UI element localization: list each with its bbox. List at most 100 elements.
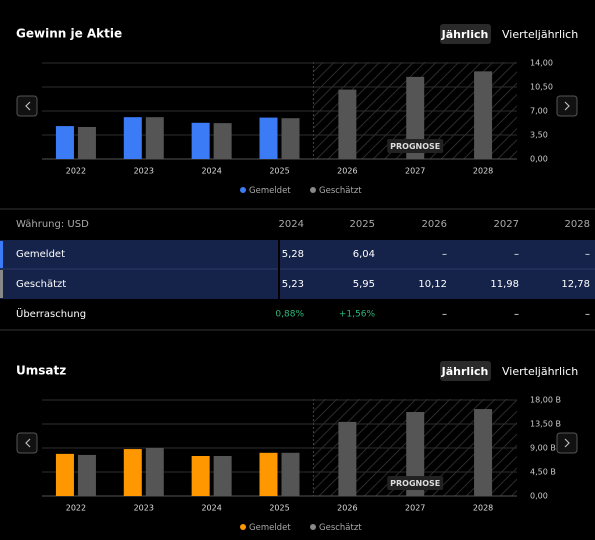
cell: 12,78 xyxy=(561,279,590,290)
cell: 0,88% xyxy=(275,310,304,320)
bar xyxy=(191,456,210,496)
y-tick-label: 7,00 xyxy=(530,107,548,116)
nav-button[interactable] xyxy=(556,432,578,454)
tab[interactable]: Jährlich xyxy=(441,365,489,378)
bar xyxy=(406,76,425,159)
cell: – xyxy=(585,309,590,320)
legend-label: Geschätzt xyxy=(319,186,362,196)
x-tick-label: 2022 xyxy=(66,167,86,176)
bar xyxy=(338,421,357,496)
bar xyxy=(259,452,278,496)
tab-active[interactable] xyxy=(440,361,491,381)
column-header: 2027 xyxy=(494,219,519,230)
x-tick-label: 2024 xyxy=(201,167,221,176)
legend-dot xyxy=(310,524,316,530)
y-tick-label: 9,00 B xyxy=(530,444,556,453)
cell: 5,28 xyxy=(282,249,304,260)
nav-arrow xyxy=(564,438,570,448)
y-tick-label: 14,00 xyxy=(530,59,553,68)
cell: – xyxy=(442,249,447,260)
cell: 11,98 xyxy=(490,279,519,290)
x-tick-label: 2026 xyxy=(337,167,357,176)
bar xyxy=(145,117,164,159)
cell: 5,23 xyxy=(282,279,304,290)
bar xyxy=(123,117,142,159)
nav-arrow xyxy=(25,438,31,448)
forecast-label: PROGNOSE xyxy=(390,479,440,488)
tab[interactable]: Jährlich xyxy=(441,28,489,41)
bar xyxy=(259,117,278,159)
bar xyxy=(77,454,96,496)
cell: 10,12 xyxy=(418,279,447,290)
y-tick-label: 0,00 xyxy=(530,155,548,164)
table-caption: Währung: USD xyxy=(16,219,89,230)
x-tick-label: 2025 xyxy=(269,167,289,176)
forecast-badge xyxy=(387,476,444,490)
nav-button[interactable] xyxy=(556,95,578,117)
tab[interactable]: Vierteljährlich xyxy=(502,365,578,378)
cell: 5,95 xyxy=(353,279,375,290)
column-header: 2026 xyxy=(422,219,447,230)
column-header: 2025 xyxy=(350,219,375,230)
cell: – xyxy=(514,309,519,320)
y-tick-label: 0,00 xyxy=(530,492,548,501)
x-tick-label: 2025 xyxy=(269,504,289,513)
cell: – xyxy=(442,309,447,320)
x-tick-label: 2028 xyxy=(473,167,493,176)
cell: 6,04 xyxy=(353,249,375,260)
legend-label: Geschätzt xyxy=(319,523,362,533)
legend-dot xyxy=(240,524,246,530)
y-tick-label: 18,00 B xyxy=(530,396,561,405)
y-tick-label: 3,50 xyxy=(530,131,548,140)
nav-button[interactable] xyxy=(16,95,38,117)
nav-arrow xyxy=(564,101,570,111)
tab-active[interactable] xyxy=(440,24,491,44)
bar xyxy=(213,456,232,496)
bar xyxy=(338,89,357,159)
bar xyxy=(213,123,232,159)
bar xyxy=(281,118,300,159)
x-tick-label: 2023 xyxy=(134,167,154,176)
y-tick-label: 13,50 B xyxy=(530,420,561,429)
bar xyxy=(406,412,425,496)
legend-dot xyxy=(310,187,316,193)
x-tick-label: 2027 xyxy=(405,504,425,513)
y-tick-label: 10,50 xyxy=(530,83,553,92)
x-tick-label: 2026 xyxy=(337,504,357,513)
x-tick-label: 2028 xyxy=(473,504,493,513)
forecast-badge xyxy=(387,139,444,153)
cell: – xyxy=(514,249,519,260)
row-label: Gemeldet xyxy=(16,249,65,260)
x-tick-label: 2027 xyxy=(405,167,425,176)
bar xyxy=(145,448,164,496)
section-title: Gewinn je Aktie xyxy=(16,27,122,41)
bar xyxy=(55,453,74,496)
nav-button[interactable] xyxy=(16,432,38,454)
bar xyxy=(77,126,96,159)
row-marker xyxy=(0,241,3,268)
y-tick-label: 4,50 B xyxy=(530,468,556,477)
bar xyxy=(281,452,300,496)
row-label: Überraschung xyxy=(16,307,86,320)
bar xyxy=(474,71,493,159)
forecast-label: PROGNOSE xyxy=(390,142,440,151)
bar xyxy=(123,449,142,496)
legend-dot xyxy=(240,187,246,193)
legend-label: Gemeldet xyxy=(249,523,291,533)
x-tick-label: 2023 xyxy=(134,504,154,513)
bar xyxy=(191,122,210,159)
column-header: 2024 xyxy=(279,219,304,230)
tab[interactable]: Vierteljährlich xyxy=(502,28,578,41)
x-tick-label: 2022 xyxy=(66,504,86,513)
x-tick-label: 2024 xyxy=(201,504,221,513)
legend-label: Gemeldet xyxy=(249,186,291,196)
nav-arrow xyxy=(25,101,31,111)
cell: – xyxy=(585,249,590,260)
column-header: 2028 xyxy=(565,219,590,230)
section-title: Umsatz xyxy=(16,364,66,378)
bar xyxy=(474,409,493,496)
bar xyxy=(55,126,74,159)
row-marker xyxy=(0,270,3,298)
cell: +1,56% xyxy=(339,310,376,320)
